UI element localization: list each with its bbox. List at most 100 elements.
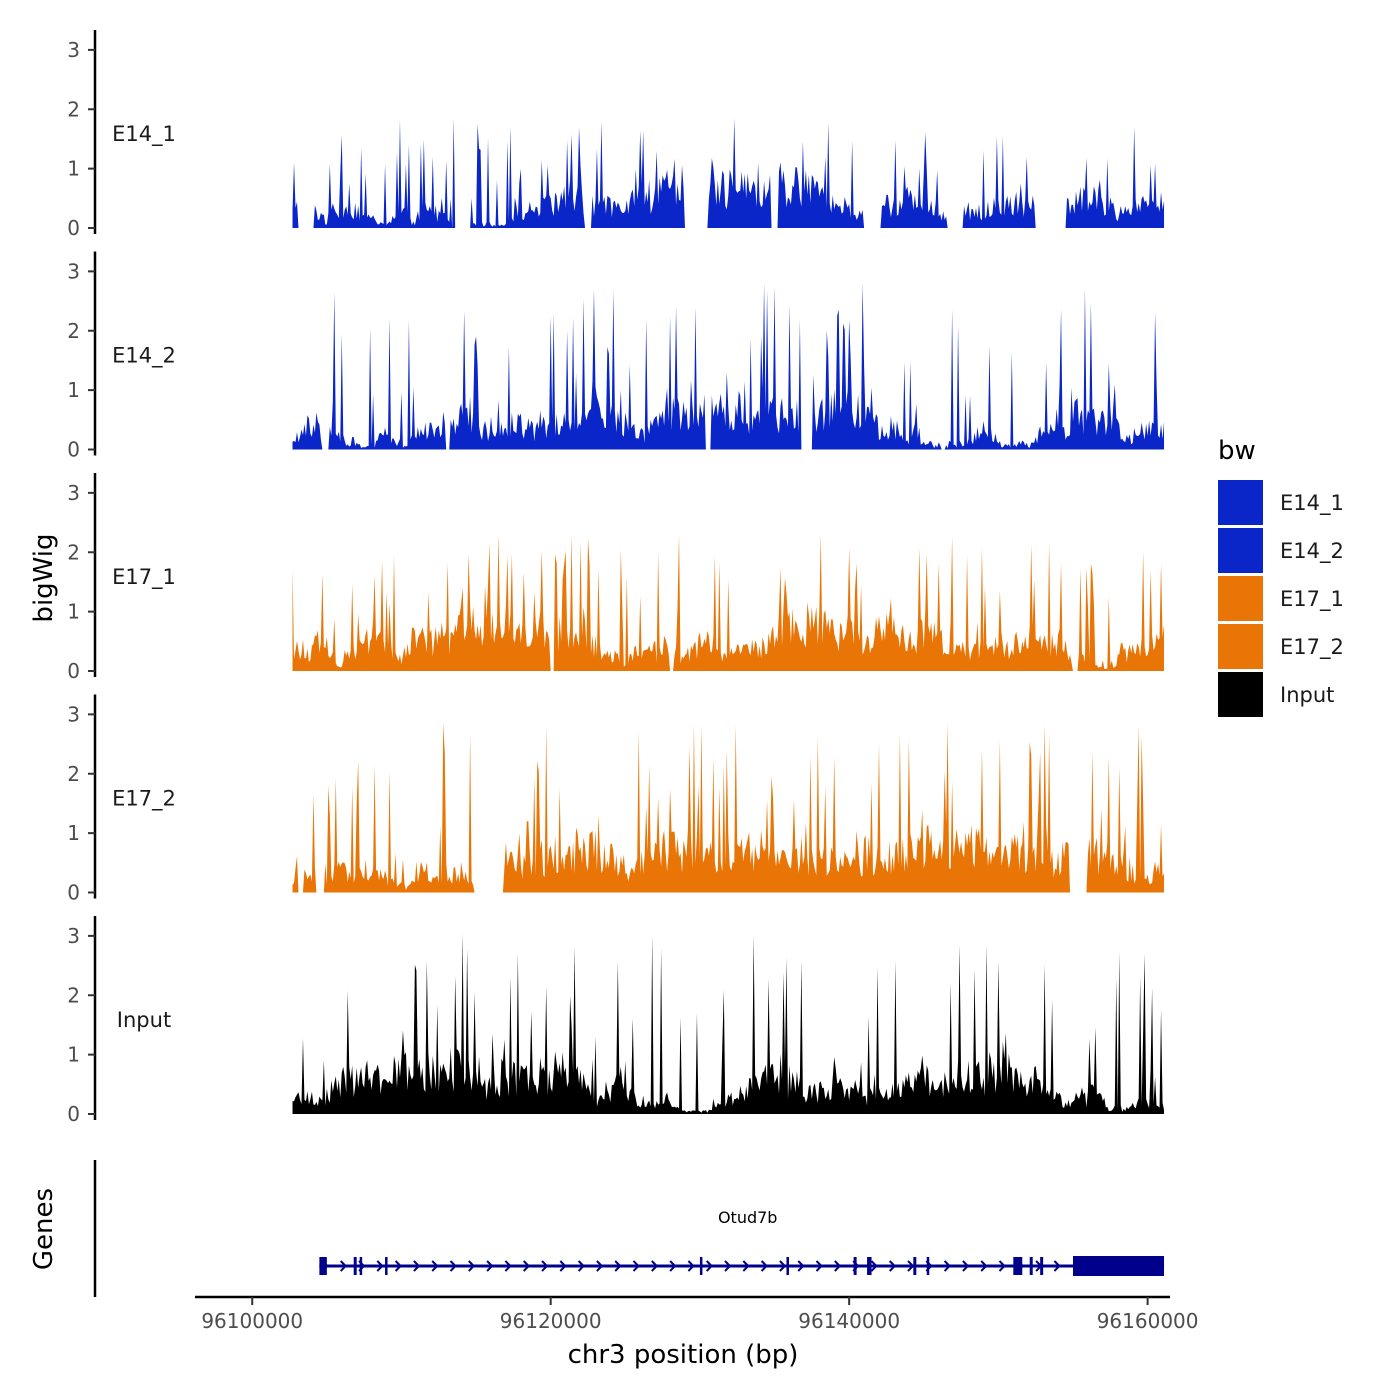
strand-arrow [1053,1260,1061,1272]
gene-exon [853,1257,857,1275]
strand-arrow [449,1260,457,1272]
gene-exon [1040,1257,1044,1275]
coverage-area [292,118,1165,228]
strand-arrow [870,1260,878,1272]
legend: E14_1 E14_2 E17_1 E17_2 Input [1218,480,1344,717]
strand-arrow [998,1260,1006,1272]
legend-swatch [1218,624,1263,669]
tracks-layer: 0 1 2 3 E14_1 0 1 2 3 E14_2 0 1 2 3 E17_1 0 1 2 3 E17_2 0 1 2 3… [67,30,1165,1126]
strand-arrow [742,1260,750,1272]
track-label: E17_1 [112,565,176,590]
strand-arrow [394,1260,402,1272]
x-tick-label: 96160000 [1097,1309,1199,1333]
strand-arrow [632,1260,640,1272]
strand-arrow [559,1260,567,1272]
x-axis-title: chr3 position (bp) [568,1340,799,1370]
legend-swatch [1218,480,1263,525]
strand-arrow [669,1260,677,1272]
gene-exon [353,1257,357,1275]
strand-arrow [376,1260,384,1272]
strand-arrow [834,1260,842,1272]
track-e17-1: 0 1 2 3 E17_1 [67,473,1165,683]
x-axis: 96100000 96120000 96140000 96160000 [195,1295,1199,1333]
gene-exon [359,1257,363,1275]
legend-title: bw [1218,436,1256,466]
y-tick-label: 2 [67,762,80,786]
gene-exon [385,1257,388,1275]
y-tick-label: 1 [67,1043,80,1067]
y-tick-label: 0 [67,659,80,683]
y-axis-title: bigWig [29,533,59,622]
strand-arrow [504,1260,512,1272]
track-label: E14_2 [112,344,176,369]
gene-exon [913,1257,917,1275]
gene-otud7b: Otud7b [319,1208,1165,1276]
strand-arrow [980,1260,988,1272]
strand-arrow [888,1260,897,1272]
track-label: E17_2 [112,787,176,812]
gene-exon [867,1257,872,1275]
gene-exon [1029,1257,1033,1275]
gene-exon [1073,1256,1165,1276]
strand-arrow [907,1260,915,1272]
coverage-area [292,283,1165,450]
strand-arrow [779,1260,787,1272]
track-e17-2: 0 1 2 3 E17_2 [67,694,1165,905]
y-tick-label: 3 [67,259,80,283]
y-tick-label: 3 [67,702,80,726]
x-tick-label: 96120000 [500,1309,602,1333]
y-tick-label: 3 [67,924,80,948]
x-tick-label: 96100000 [201,1309,303,1333]
track-input: 0 1 2 3 Input [67,916,1165,1126]
strand-arrow [468,1260,476,1272]
y-tick-label: 1 [67,821,80,845]
y-tick-label: 1 [67,378,80,402]
y-tick-label: 1 [67,600,80,624]
strand-arrow [687,1260,695,1272]
y-tick-label: 0 [67,216,80,240]
strand-arrow [797,1260,805,1272]
strand-arrow [614,1260,622,1272]
legend-label: E17_1 [1280,587,1344,612]
strand-arrow [486,1260,494,1272]
coverage-area [292,534,1165,671]
legend-swatch [1218,528,1263,573]
track-e14-1: 0 1 2 3 E14_1 [67,30,1165,240]
gene-exon [926,1257,930,1275]
strand-arrow [541,1260,549,1272]
strand-arrow [577,1260,585,1272]
coverage-area [292,932,1165,1114]
legend-label: E14_1 [1280,491,1344,516]
y-tick-label: 0 [67,1102,80,1126]
strand-arrow [413,1260,421,1272]
y-tick-label: 0 [67,438,80,462]
gene-exon [1013,1257,1023,1275]
strand-arrow [815,1260,823,1272]
strand-arrow [596,1260,604,1272]
y-tick-label: 2 [67,983,80,1007]
genes-track: Otud7b [93,1160,1165,1297]
y-tick-label: 0 [67,881,80,905]
y-tick-label: 2 [67,319,80,343]
legend-swatch [1218,672,1263,717]
legend-label: Input [1280,683,1334,707]
gene-exon [699,1257,703,1275]
strand-arrow [943,1260,951,1272]
y-tick-label: 3 [67,38,80,62]
track-label: Input [117,1008,171,1032]
strand-arrow [339,1260,348,1272]
x-tick-label: 96140000 [798,1309,900,1333]
strand-arrow [962,1260,970,1272]
track-label: E14_1 [112,122,176,147]
y-tick-label: 3 [67,481,80,505]
strand-arrow [705,1260,714,1272]
strand-arrow [522,1260,531,1272]
genes-axis-title: Genes [29,1188,59,1270]
y-tick-label: 2 [67,540,80,564]
legend-swatch [1218,576,1263,621]
y-tick-label: 2 [67,97,80,121]
strand-arrow [760,1260,768,1272]
strand-arrow [651,1260,659,1272]
gene-exon [319,1257,327,1275]
y-tick-label: 1 [67,157,80,181]
